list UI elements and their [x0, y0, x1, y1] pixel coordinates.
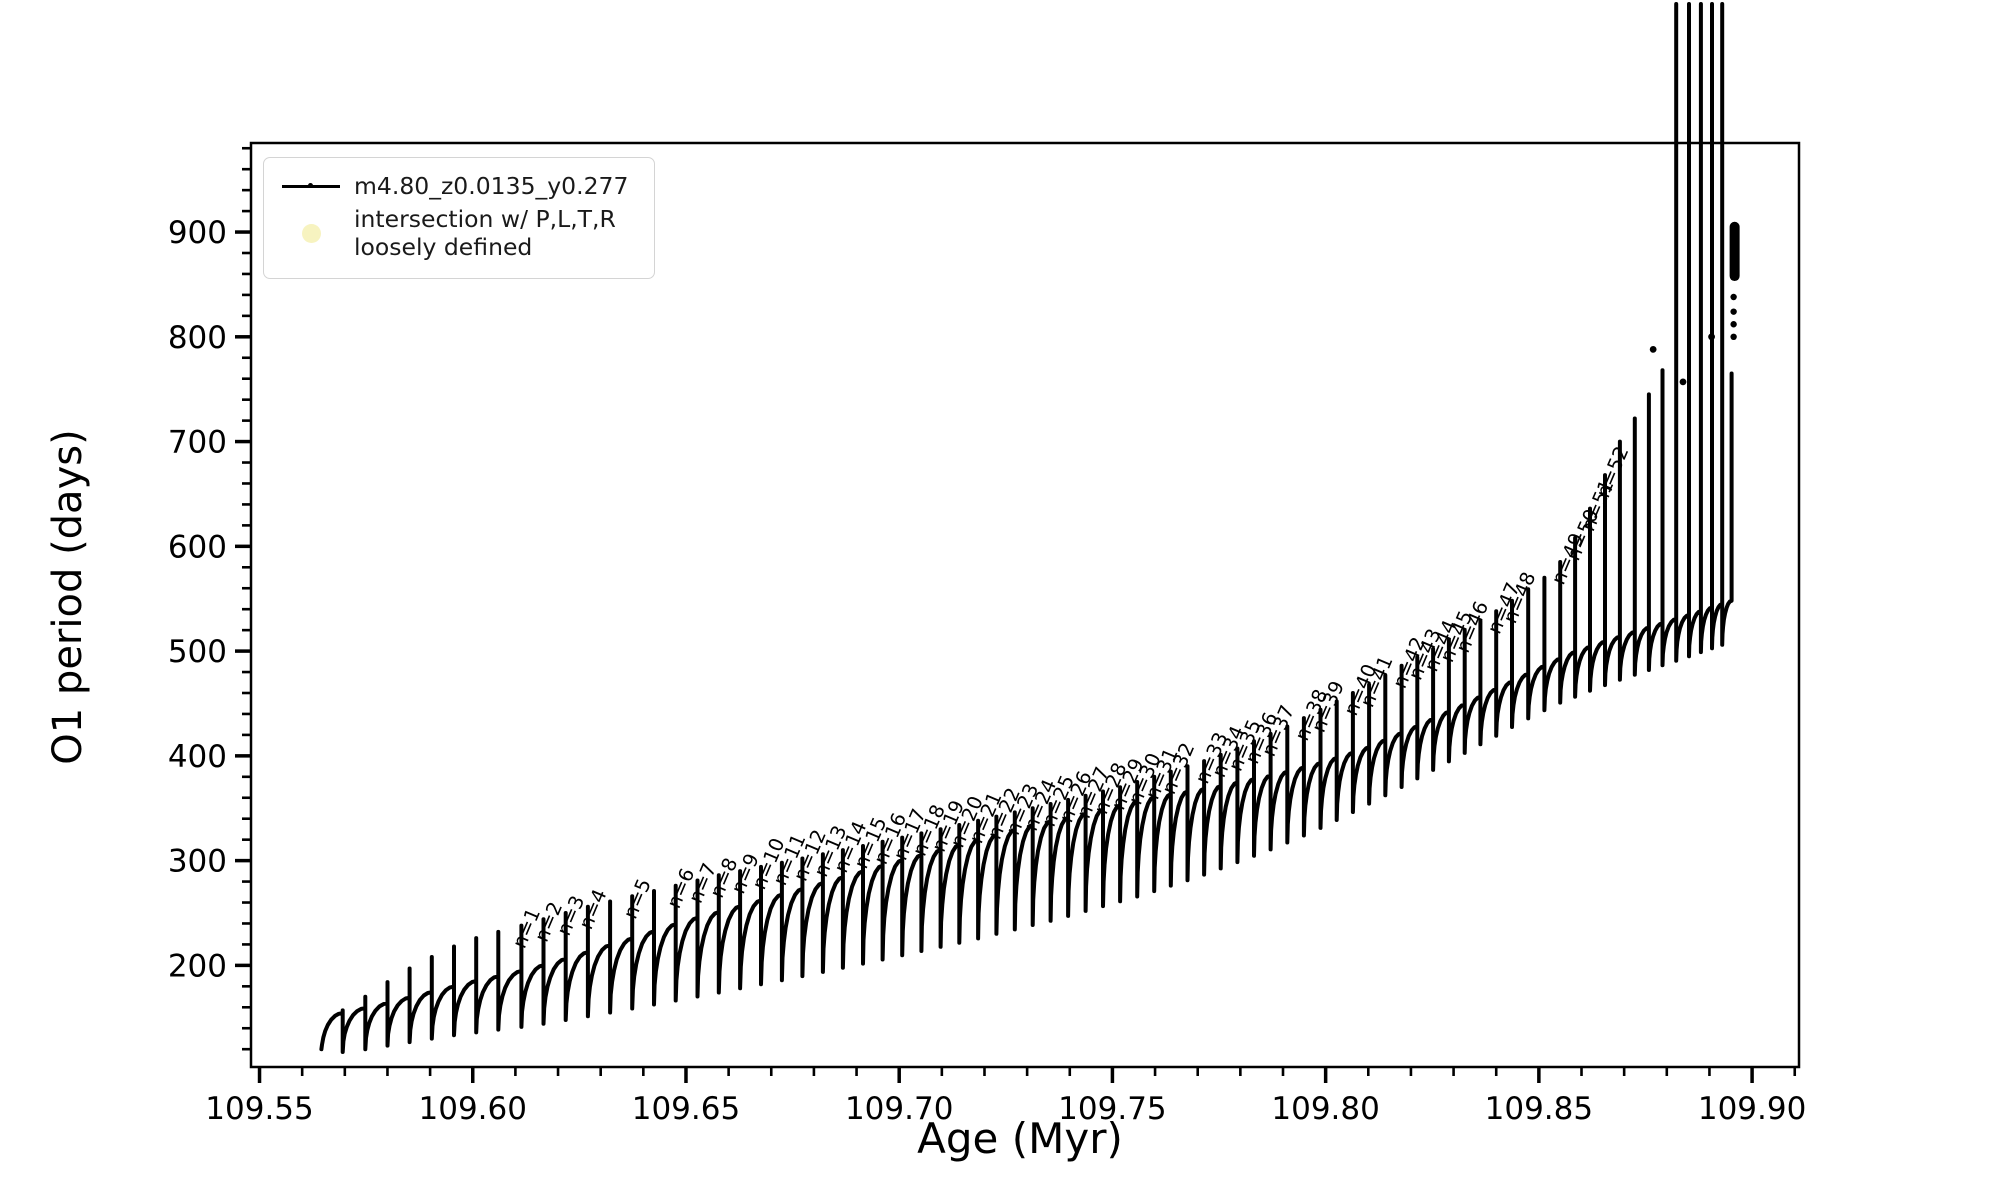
legend-entry-intersection: intersection w/ P,L,T,R loosely defined: [276, 205, 640, 262]
x-tick-label: 109.65: [632, 1091, 740, 1127]
tick-labels: 109.55 109.60 109.65 109.70 109.75 109.80 109.…: [168, 215, 1807, 1127]
stray-point: [1649, 345, 1657, 353]
y-tick-label: 700: [168, 425, 227, 461]
n-label: n=4: [574, 886, 611, 933]
x-tick-label: 109.60: [419, 1091, 527, 1127]
y-axis-label: O1 period (days): [45, 429, 91, 765]
y-tick-label: 400: [168, 739, 227, 775]
x-tick-label: 109.85: [1485, 1091, 1593, 1127]
final-cluster-dot: [1730, 293, 1737, 301]
y-tick-label: 800: [168, 320, 227, 356]
legend-line-marker-icon: [276, 183, 346, 188]
series-m4.80: [319, 2, 1740, 1054]
n-label: n=52: [1591, 443, 1633, 501]
axes-frame: [249, 141, 1801, 1069]
legend: m4.80_z0.0135_y0.277 intersection w/ P,L…: [263, 157, 655, 279]
legend-entry-track-label: m4.80_z0.0135_y0.277: [354, 172, 629, 200]
stray-point: [1708, 333, 1715, 341]
legend-entry-track: m4.80_z0.0135_y0.277: [276, 172, 640, 201]
legend-entry-intersection-label: intersection w/ P,L,T,R loosely defined: [354, 204, 616, 262]
x-tick-label: 109.75: [1058, 1091, 1166, 1127]
y-tick-label: 600: [168, 529, 227, 565]
final-cluster-dot: [1730, 308, 1737, 315]
series-line: [319, 2, 1734, 1054]
x-tick-label: 109.70: [845, 1091, 953, 1127]
final-cluster-dot: [1730, 321, 1737, 328]
n-label: n=5: [619, 875, 656, 922]
y-tick-label: 900: [168, 215, 227, 251]
y-tick-label: 200: [168, 948, 227, 984]
x-tick-label: 109.80: [1271, 1091, 1379, 1127]
plot-frame: [249, 141, 1801, 1069]
x-axis-label: Age (Myr): [917, 1114, 1123, 1163]
y-tick-label: 500: [168, 634, 227, 670]
axis-ticks: [235, 146, 1797, 1083]
stray-point: [1679, 378, 1687, 386]
y-tick-label: 300: [168, 844, 227, 880]
final-cluster-dot: [1730, 333, 1737, 341]
n-annotations: n=1n=2n=3n=4 n=5 n=6n=7n=8n=9n=10n=11n=12n…: [508, 443, 1634, 952]
x-tick-label: 109.55: [205, 1091, 313, 1127]
legend-circle-marker-icon: [276, 223, 346, 243]
x-tick-label: 109.90: [1698, 1091, 1806, 1127]
